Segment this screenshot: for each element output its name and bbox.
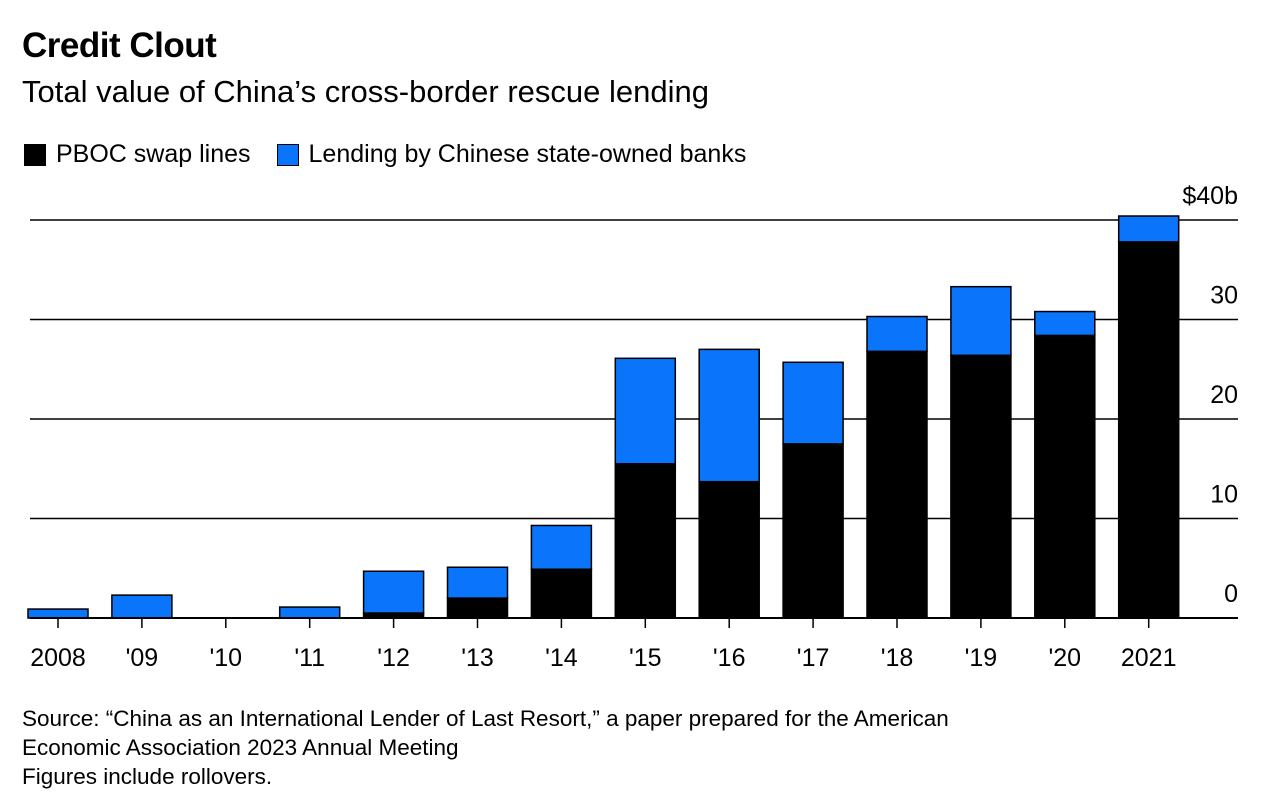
bar-state-banks-3 xyxy=(278,606,341,619)
source-line-1: Source: “China as an International Lende… xyxy=(22,706,949,731)
bar-pboc-6 xyxy=(530,568,593,619)
source-line-2: Economic Association 2023 Annual Meeting xyxy=(22,735,459,760)
bar-state-banks-10 xyxy=(866,315,928,353)
chart-title: Credit Clout xyxy=(22,26,217,65)
bar-state-banks-6 xyxy=(530,524,593,570)
bar-pboc-7 xyxy=(614,463,677,619)
bar-state-banks-12 xyxy=(1034,310,1096,337)
bar-pboc-13 xyxy=(1117,241,1180,619)
bar-state-banks-11 xyxy=(950,285,1012,357)
y-tick-label: 0 xyxy=(1224,580,1238,608)
x-tick-label: '17 xyxy=(797,644,830,672)
y-tick-label: 20 xyxy=(1210,381,1238,409)
bar-state-banks-4 xyxy=(362,570,425,614)
bar-chart: 0 10 20 30 $40b 2008 '09 '10 '11 '12 '13 '14 '15 '16 '… xyxy=(27,182,1238,672)
legend: PBOC swap lines Lending by Chinese state… xyxy=(24,140,772,169)
x-tick-label: '12 xyxy=(377,644,410,672)
bar-state-banks-7 xyxy=(614,357,677,465)
x-tick-label: '10 xyxy=(210,644,243,672)
legend-item-state-banks: Lending by Chinese state-owned banks xyxy=(276,140,747,169)
x-tick-label: '18 xyxy=(881,644,914,672)
source-note: Source: “China as an International Lende… xyxy=(22,704,1252,791)
legend-label-state-banks: Lending by Chinese state-owned banks xyxy=(308,140,747,168)
bar-pboc-8 xyxy=(698,480,760,619)
bar-pboc-11 xyxy=(950,354,1012,619)
legend-item-pboc: PBOC swap lines xyxy=(24,140,251,169)
bar-pboc-9 xyxy=(782,443,844,619)
chart-subtitle: Total value of China’s cross-border resc… xyxy=(22,74,709,109)
legend-label-pboc: PBOC swap lines xyxy=(56,140,251,168)
legend-swatch-state-banks xyxy=(276,143,299,166)
y-tick-label: 10 xyxy=(1210,481,1238,509)
x-tick-label: '20 xyxy=(1049,644,1082,672)
bar-state-banks-5 xyxy=(446,566,509,599)
figures-note: Figures include rollovers. xyxy=(22,764,273,789)
x-tick-label: '09 xyxy=(126,644,159,672)
bar-state-banks-1 xyxy=(111,594,173,619)
bar-pboc-12 xyxy=(1034,334,1096,619)
x-tick-label: '13 xyxy=(461,644,494,672)
x-tick-label: 2021 xyxy=(1121,644,1177,672)
x-tick-label: '16 xyxy=(713,644,746,672)
legend-swatch-pboc xyxy=(24,143,46,166)
x-tick-label: 2008 xyxy=(30,644,86,672)
y-tick-label: 30 xyxy=(1210,282,1238,310)
x-tick-label: '15 xyxy=(629,644,662,672)
x-tick-label: '11 xyxy=(294,644,325,672)
bar-state-banks-0 xyxy=(27,608,89,619)
x-tick-label: '19 xyxy=(965,644,998,672)
bar-pboc-10 xyxy=(866,350,928,619)
bar-state-banks-8 xyxy=(698,348,760,483)
bar-pboc-5 xyxy=(446,597,509,619)
bar-state-banks-9 xyxy=(782,361,844,445)
y-tick-label: $40b xyxy=(1182,182,1238,210)
x-tick-label: '14 xyxy=(545,644,578,672)
bar-state-banks-13 xyxy=(1117,215,1180,243)
